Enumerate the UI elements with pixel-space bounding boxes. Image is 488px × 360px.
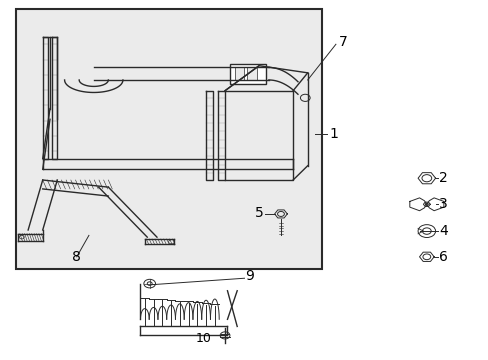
Bar — [234, 67, 244, 80]
Text: 8: 8 — [72, 250, 81, 264]
Bar — [229, 64, 266, 84]
Text: 3: 3 — [438, 197, 447, 211]
FancyBboxPatch shape — [16, 9, 322, 269]
Text: 7: 7 — [339, 36, 347, 49]
Text: 5: 5 — [255, 206, 264, 220]
Text: 4: 4 — [438, 224, 447, 238]
Text: 6: 6 — [438, 250, 447, 264]
Bar — [246, 67, 256, 80]
Text: 9: 9 — [245, 269, 254, 283]
Text: 1: 1 — [329, 127, 338, 140]
Text: 2: 2 — [438, 171, 447, 185]
Text: 10: 10 — [196, 333, 211, 346]
